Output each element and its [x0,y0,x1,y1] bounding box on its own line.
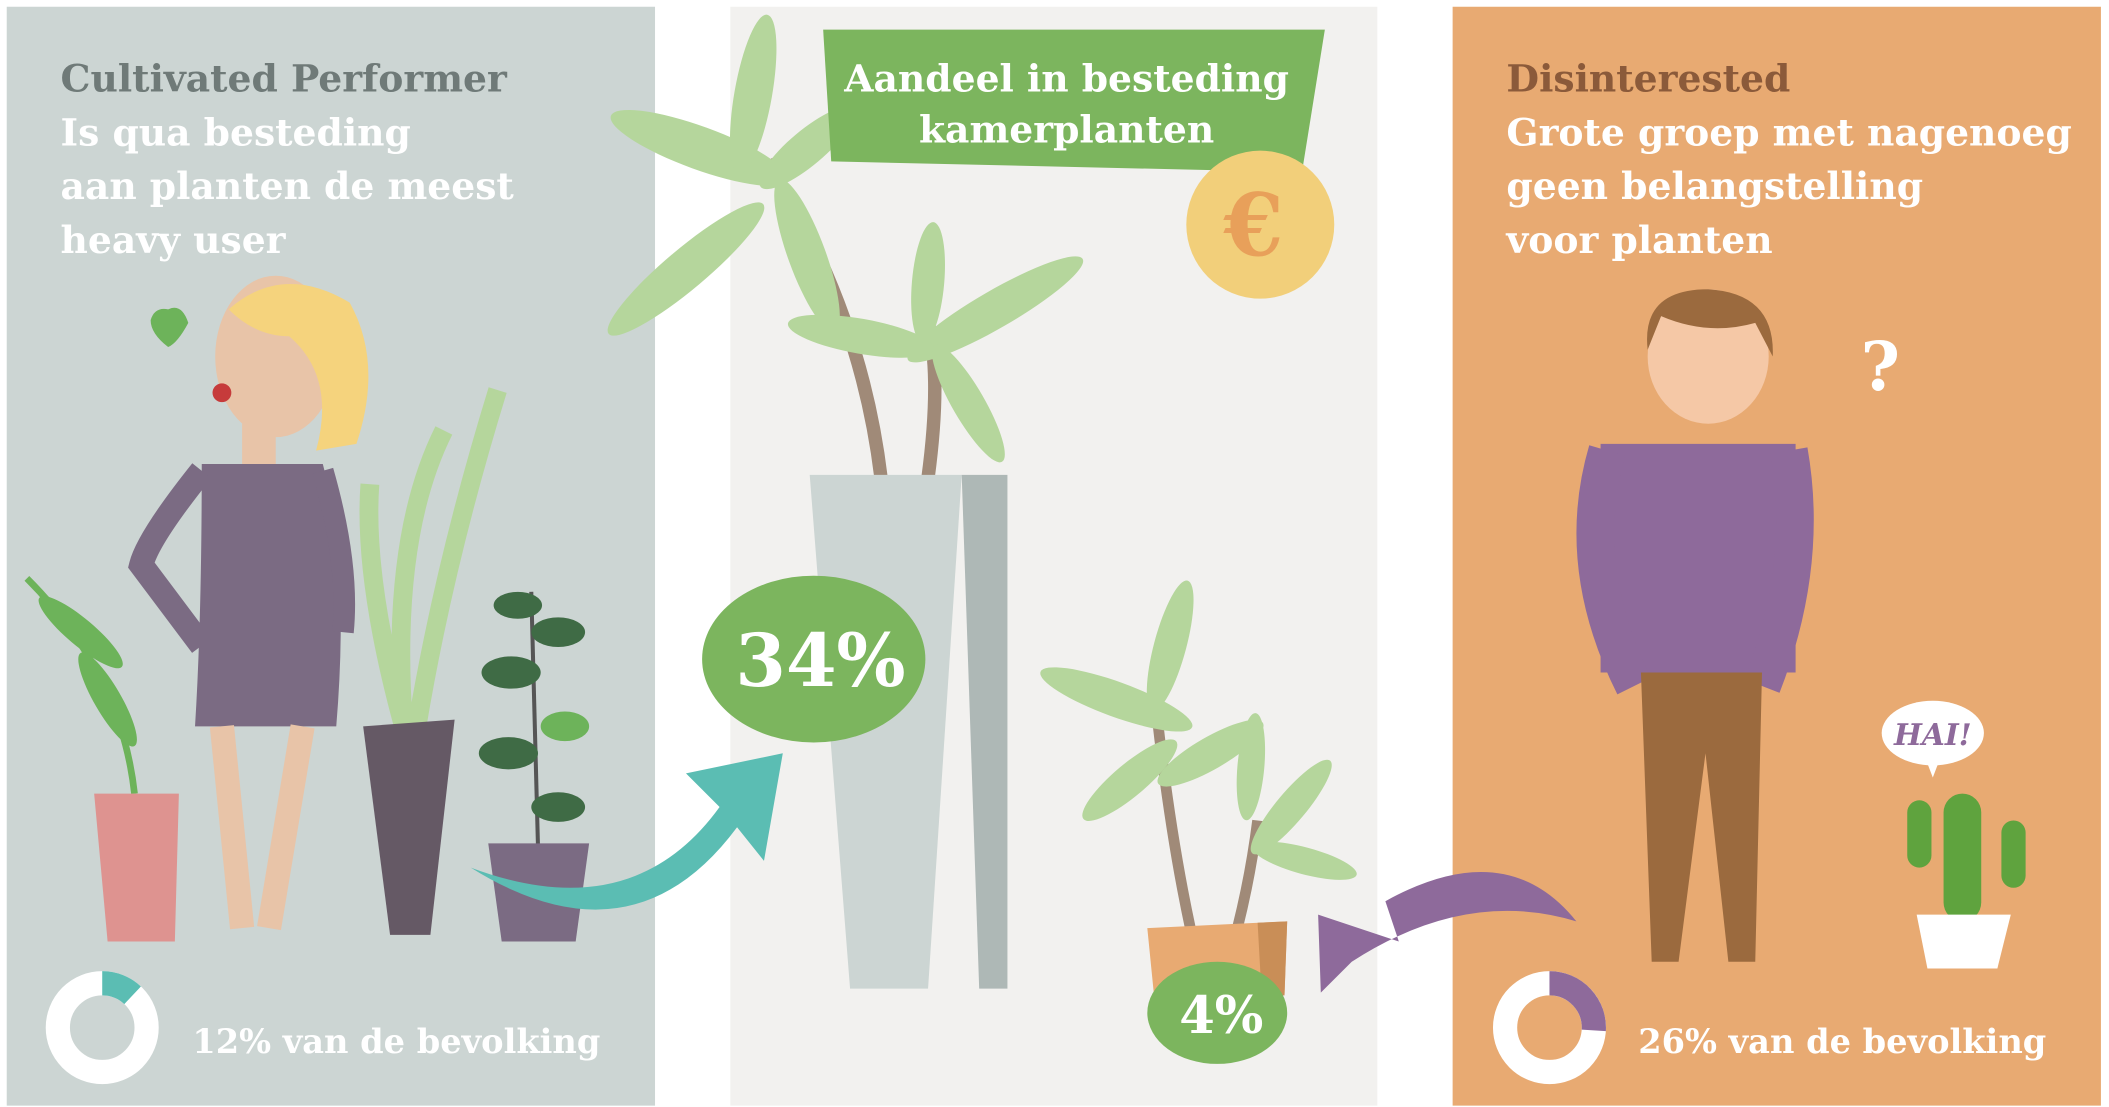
left-title: Cultivated Performer [61,56,508,100]
left-line: heavy user [61,218,287,262]
small-share: 4% [1179,986,1263,1046]
infographic: Cultivated Performer Is qua besteding aa… [0,0,2109,1107]
banner-line: Aandeel in besteding [843,56,1289,100]
left-line: aan planten de meest [61,164,515,208]
population-label: 26% van de bevolking [1638,1021,2046,1061]
left-line: Is qua besteding [61,110,411,154]
population-label: 12% van de bevolking [192,1021,600,1061]
right-line: geen belangstelling [1506,164,1923,208]
right-line: Grote groep met nagenoeg [1506,110,2071,154]
question-mark: ? [1861,327,1900,406]
right-line: voor planten [1505,218,1772,262]
speech-text: HAI! [1893,717,1972,752]
banner-line: kamerplanten [919,108,1214,152]
euro-icon: € [1223,176,1284,277]
big-share: 34% [735,619,905,704]
right-title: Disinterested [1506,56,1790,100]
page: {"left":{"title":"Cultivated Performer",… [0,0,2109,1107]
donut-segment [102,983,132,995]
